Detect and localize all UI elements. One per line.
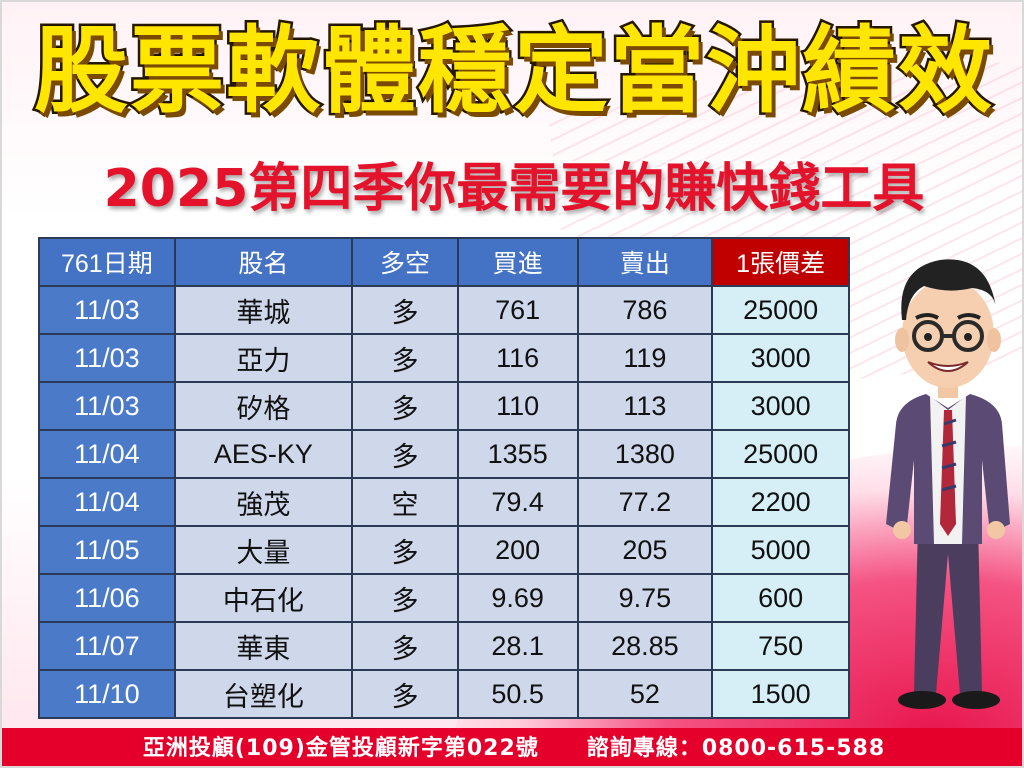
- cell-sell: 77.2: [576, 477, 714, 527]
- cell-spread: 5000: [711, 525, 850, 575]
- cell-stock-name: 矽格: [173, 381, 354, 431]
- cell-direction: 空: [351, 477, 459, 527]
- subheadline: 2025第四季你最需要的賺快錢工具: [102, 157, 927, 221]
- cell-direction: 多: [351, 285, 459, 335]
- cell-stock-name: 大量: [173, 525, 354, 575]
- footer-bar: 亞洲投顧(109)金管投顧新字第022號 諮詢專線：0800-615-588: [2, 728, 1022, 766]
- cell-sell: 786: [576, 285, 714, 335]
- headline: 股票軟體穩定當沖績效: [31, 15, 994, 129]
- table-row: 11/03 矽格 多 110 113 3000: [38, 381, 850, 431]
- cell-buy: 1355: [456, 429, 579, 479]
- cell-spread: 3000: [711, 333, 850, 383]
- cell-buy: 200: [456, 525, 579, 575]
- cell-buy: 116: [456, 333, 579, 383]
- cell-date: 11/03: [38, 285, 176, 335]
- license-text: 亞洲投顧(109)金管投顧新字第022號: [142, 736, 539, 761]
- table-row: 11/06 中石化 多 9.69 9.75 600: [38, 573, 850, 623]
- cell-buy: 761: [456, 285, 579, 335]
- cell-date: 11/10: [38, 669, 176, 719]
- cell-buy: 50.5: [456, 669, 579, 719]
- header-direction: 多空: [351, 237, 459, 287]
- table-row: 11/03 亞力 多 116 119 3000: [38, 333, 850, 383]
- cell-stock-name: 華城: [173, 285, 354, 335]
- cell-sell: 52: [576, 669, 714, 719]
- header-stock-name: 股名: [173, 237, 354, 287]
- cell-stock-name: 中石化: [173, 573, 354, 623]
- cell-stock-name: 台塑化: [173, 669, 354, 719]
- table-row: 11/04 AES-KY 多 1355 1380 25000: [38, 429, 850, 479]
- cell-stock-name: 華東: [173, 621, 354, 671]
- cell-direction: 多: [351, 525, 459, 575]
- cell-stock-name: 強茂: [173, 477, 354, 527]
- cell-spread: 25000: [711, 285, 850, 335]
- header-sell: 賣出: [576, 237, 714, 287]
- cell-buy: 110: [456, 381, 579, 431]
- cell-sell: 113: [576, 381, 714, 431]
- cell-spread: 750: [711, 621, 850, 671]
- cell-direction: 多: [351, 669, 459, 719]
- cell-spread: 2200: [711, 477, 850, 527]
- cell-direction: 多: [351, 381, 459, 431]
- cell-spread: 600: [711, 573, 850, 623]
- table-row: 11/03 華城 多 761 786 25000: [38, 285, 850, 335]
- cell-spread: 3000: [711, 381, 850, 431]
- trade-table: 761日期 股名 多空 買進 賣出 1張價差 11/03 華城 多 761 78…: [38, 237, 850, 719]
- header-buy: 買進: [456, 237, 579, 287]
- cell-direction: 多: [351, 621, 459, 671]
- cell-date: 11/07: [38, 621, 176, 671]
- header-spread: 1張價差: [711, 237, 850, 287]
- cell-buy: 79.4: [456, 477, 579, 527]
- hotline-text: 諮詢專線：0800-615-588: [586, 736, 886, 761]
- table-row: 11/07 華東 多 28.1 28.85 750: [38, 621, 850, 671]
- cell-stock-name: AES-KY: [173, 429, 354, 479]
- table-row: 11/05 大量 多 200 205 5000: [38, 525, 850, 575]
- cell-direction: 多: [351, 429, 459, 479]
- cell-buy: 28.1: [456, 621, 579, 671]
- presenter-cartoon-icon: [886, 259, 1010, 709]
- header-date: 761日期: [38, 237, 176, 287]
- cell-sell: 1380: [576, 429, 714, 479]
- table-row: 11/04 強茂 空 79.4 77.2 2200: [38, 477, 850, 527]
- cell-sell: 9.75: [576, 573, 714, 623]
- cell-sell: 28.85: [576, 621, 714, 671]
- cell-date: 11/03: [38, 333, 176, 383]
- cell-sell: 119: [576, 333, 714, 383]
- cell-sell: 205: [576, 525, 714, 575]
- cell-direction: 多: [351, 573, 459, 623]
- cell-date: 11/05: [38, 525, 176, 575]
- cell-date: 11/03: [38, 381, 176, 431]
- cell-date: 11/06: [38, 573, 176, 623]
- table-row: 11/10 台塑化 多 50.5 52 1500: [38, 669, 850, 719]
- cell-direction: 多: [351, 333, 459, 383]
- cell-stock-name: 亞力: [173, 333, 354, 383]
- cell-spread: 25000: [711, 429, 850, 479]
- cell-buy: 9.69: [456, 573, 579, 623]
- cell-date: 11/04: [38, 477, 176, 527]
- table-header-row: 761日期 股名 多空 買進 賣出 1張價差: [38, 237, 850, 287]
- cell-date: 11/04: [38, 429, 176, 479]
- cell-spread: 1500: [711, 669, 850, 719]
